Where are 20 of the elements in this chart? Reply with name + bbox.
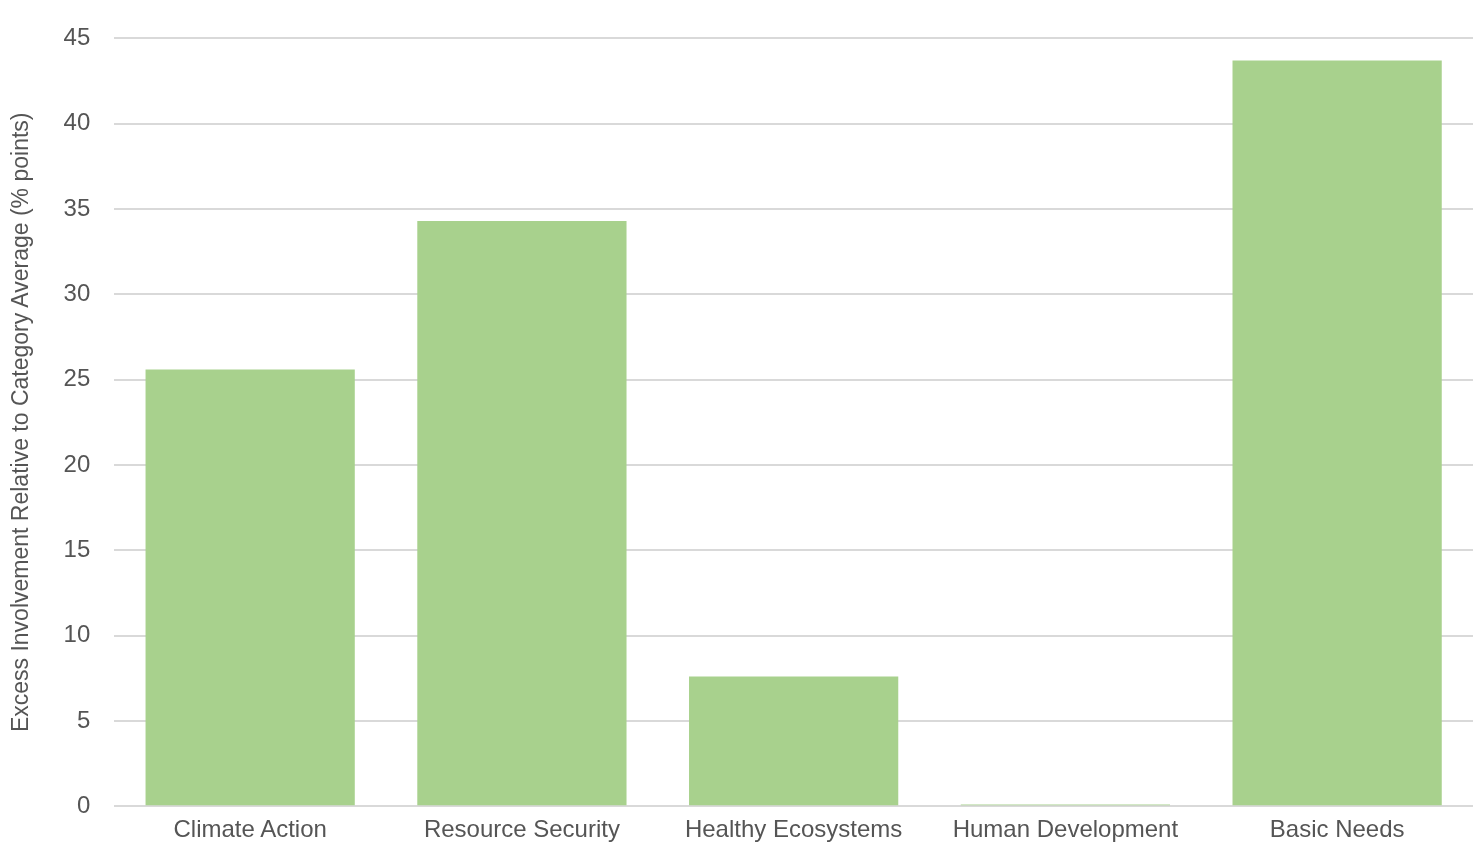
- bar: [689, 676, 899, 806]
- bar: [417, 220, 627, 806]
- y-tick-label: 30: [63, 278, 91, 306]
- x-tick-label: Resource Security: [423, 815, 620, 843]
- bar: [145, 369, 355, 806]
- y-tick-label: 20: [63, 449, 91, 477]
- y-tick-label: 35: [63, 193, 91, 221]
- x-tick-label: Climate Action: [173, 815, 327, 843]
- y-tick-label: 10: [63, 620, 91, 648]
- y-tick-label: 15: [63, 534, 91, 562]
- y-tick-label: 0: [76, 790, 91, 818]
- y-tick-label: 25: [63, 364, 91, 392]
- y-tick-label: 45: [63, 23, 91, 51]
- x-tick-label: Basic Needs: [1269, 815, 1405, 843]
- y-tick-label: 5: [76, 705, 91, 733]
- bar: [1232, 60, 1442, 806]
- y-tick-label: 40: [63, 108, 91, 136]
- x-tick-label: Healthy Ecosystems: [684, 815, 903, 843]
- x-tick-label: Human Development: [952, 815, 1179, 843]
- y-axis-title: Excess Involvement Relative to Category Average (% points): [7, 112, 34, 733]
